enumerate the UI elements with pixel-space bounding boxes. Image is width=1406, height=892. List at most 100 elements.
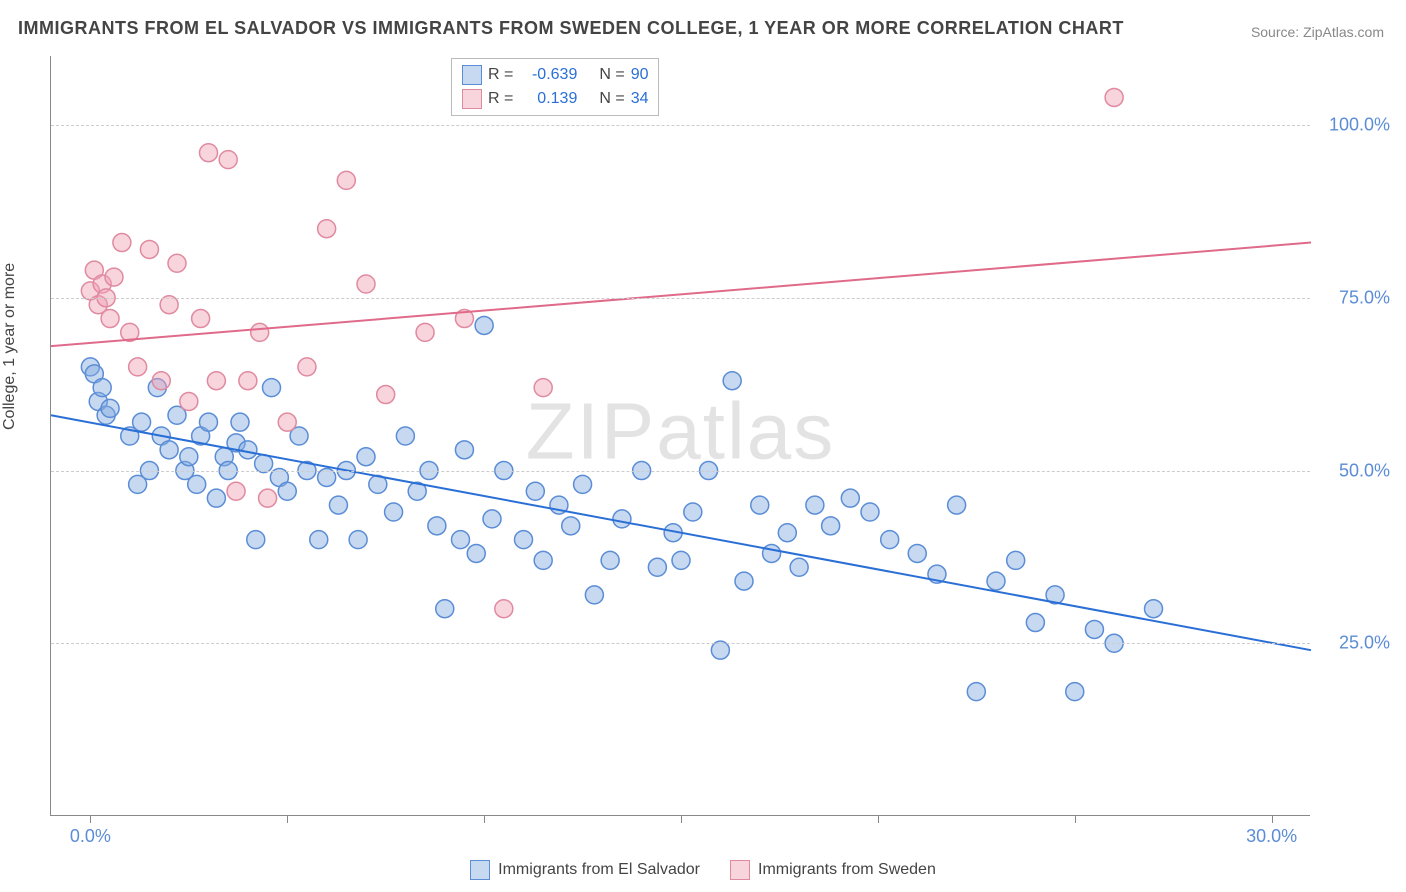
r-label: R = — [488, 87, 513, 111]
r-value-1: -0.639 — [519, 63, 577, 87]
data-point — [101, 310, 119, 328]
data-point — [278, 482, 296, 500]
data-point — [168, 254, 186, 272]
n-label: N = — [599, 87, 624, 111]
data-point — [1066, 683, 1084, 701]
data-point — [152, 372, 170, 390]
data-point — [436, 600, 454, 618]
data-point — [101, 399, 119, 417]
data-point — [613, 510, 631, 528]
y-tick-label: 75.0% — [1320, 287, 1390, 308]
data-point — [648, 558, 666, 576]
data-point — [113, 234, 131, 252]
data-point — [763, 544, 781, 562]
legend-label-2: Immigrants from Sweden — [758, 861, 936, 879]
gridline-h — [51, 298, 1310, 299]
data-point — [1145, 600, 1163, 618]
gridline-h — [51, 125, 1310, 126]
data-point — [160, 441, 178, 459]
data-point — [416, 323, 434, 341]
data-point — [601, 551, 619, 569]
data-point — [790, 558, 808, 576]
data-point — [948, 496, 966, 514]
data-point — [263, 379, 281, 397]
data-point — [908, 544, 926, 562]
data-point — [881, 531, 899, 549]
data-point — [1007, 551, 1025, 569]
data-point — [318, 220, 336, 238]
data-point — [452, 531, 470, 549]
x-tick-label: 30.0% — [1246, 826, 1297, 847]
chart-svg — [51, 56, 1310, 815]
data-point — [200, 144, 218, 162]
data-point — [987, 572, 1005, 590]
data-point — [357, 448, 375, 466]
data-point — [495, 600, 513, 618]
r-value-2: 0.139 — [519, 87, 577, 111]
data-point — [1105, 88, 1123, 106]
data-point — [967, 683, 985, 701]
y-axis-label: College, 1 year or more — [1, 263, 19, 430]
data-point — [822, 517, 840, 535]
data-point — [239, 372, 257, 390]
x-tick — [878, 815, 879, 823]
y-tick-label: 100.0% — [1320, 115, 1390, 136]
chart-title: IMMIGRANTS FROM EL SALVADOR VS IMMIGRANT… — [18, 18, 1124, 39]
data-point — [585, 586, 603, 604]
trend-line — [51, 415, 1311, 650]
data-point — [192, 310, 210, 328]
x-tick — [681, 815, 682, 823]
data-point — [841, 489, 859, 507]
plot-area: ZIPatlas R = -0.639 N = 90 R = 0.139 N =… — [50, 56, 1310, 816]
data-point — [723, 372, 741, 390]
data-point — [357, 275, 375, 293]
data-point — [385, 503, 403, 521]
x-tick — [484, 815, 485, 823]
data-point — [428, 517, 446, 535]
series-legend: Immigrants from El Salvador Immigrants f… — [0, 860, 1406, 880]
data-point — [247, 531, 265, 549]
data-point — [251, 323, 269, 341]
data-point — [337, 171, 355, 189]
data-point — [231, 413, 249, 431]
data-point — [735, 572, 753, 590]
data-point — [200, 413, 218, 431]
data-point — [329, 496, 347, 514]
legend-label-1: Immigrants from El Salvador — [498, 861, 700, 879]
data-point — [562, 517, 580, 535]
data-point — [396, 427, 414, 445]
data-point — [1026, 614, 1044, 632]
r-label: R = — [488, 63, 513, 87]
data-point — [133, 413, 151, 431]
data-point — [534, 551, 552, 569]
swatch-series-2 — [462, 89, 482, 109]
data-point — [259, 489, 277, 507]
swatch-series-1 — [462, 65, 482, 85]
trend-line — [51, 243, 1311, 347]
data-point — [377, 386, 395, 404]
data-point — [180, 448, 198, 466]
data-point — [129, 358, 147, 376]
n-value-1: 90 — [631, 63, 649, 87]
x-tick — [287, 815, 288, 823]
swatch-series-2-bottom — [730, 860, 750, 880]
data-point — [861, 503, 879, 521]
data-point — [515, 531, 533, 549]
correlation-chart: IMMIGRANTS FROM EL SALVADOR VS IMMIGRANT… — [0, 0, 1406, 892]
data-point — [778, 524, 796, 542]
data-point — [1085, 620, 1103, 638]
stats-legend: R = -0.639 N = 90 R = 0.139 N = 34 — [451, 58, 659, 116]
n-value-2: 34 — [631, 87, 649, 111]
source-attribution: Source: ZipAtlas.com — [1251, 24, 1384, 40]
data-point — [684, 503, 702, 521]
data-point — [105, 268, 123, 286]
data-point — [806, 496, 824, 514]
y-tick-label: 50.0% — [1320, 460, 1390, 481]
data-point — [574, 475, 592, 493]
data-point — [278, 413, 296, 431]
data-point — [93, 379, 111, 397]
stats-row-series-1: R = -0.639 N = 90 — [462, 63, 648, 87]
data-point — [207, 489, 225, 507]
data-point — [180, 392, 198, 410]
data-point — [140, 240, 158, 258]
